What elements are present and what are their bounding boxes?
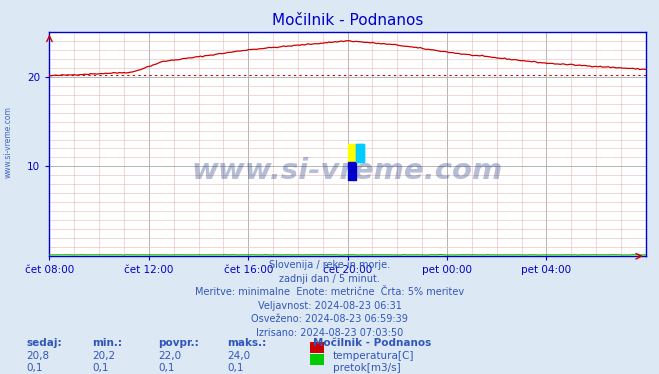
Text: 24,0: 24,0 xyxy=(227,351,250,361)
Text: maks.:: maks.: xyxy=(227,338,267,349)
Text: temperatura[C]: temperatura[C] xyxy=(333,351,415,361)
Bar xyxy=(356,144,364,162)
Text: 0,1: 0,1 xyxy=(158,363,175,373)
Text: Močilnik - Podnanos: Močilnik - Podnanos xyxy=(313,338,431,349)
Text: www.si-vreme.com: www.si-vreme.com xyxy=(192,157,503,185)
Bar xyxy=(348,162,356,180)
Text: 22,0: 22,0 xyxy=(158,351,181,361)
Text: 20,2: 20,2 xyxy=(92,351,115,361)
Text: 0,1: 0,1 xyxy=(26,363,43,373)
Text: www.si-vreme.com: www.si-vreme.com xyxy=(3,106,13,178)
Text: 0,1: 0,1 xyxy=(92,363,109,373)
Text: sedaj:: sedaj: xyxy=(26,338,62,349)
Polygon shape xyxy=(356,144,364,162)
Text: pretok[m3/s]: pretok[m3/s] xyxy=(333,363,401,373)
Text: min.:: min.: xyxy=(92,338,123,349)
Text: povpr.:: povpr.: xyxy=(158,338,199,349)
Text: 20,8: 20,8 xyxy=(26,351,49,361)
Text: 0,1: 0,1 xyxy=(227,363,244,373)
Title: Močilnik - Podnanos: Močilnik - Podnanos xyxy=(272,13,423,28)
Bar xyxy=(348,144,356,162)
Text: Slovenija / reke in morje.
zadnji dan / 5 minut.
Meritve: minimalne  Enote: metr: Slovenija / reke in morje. zadnji dan / … xyxy=(195,260,464,338)
